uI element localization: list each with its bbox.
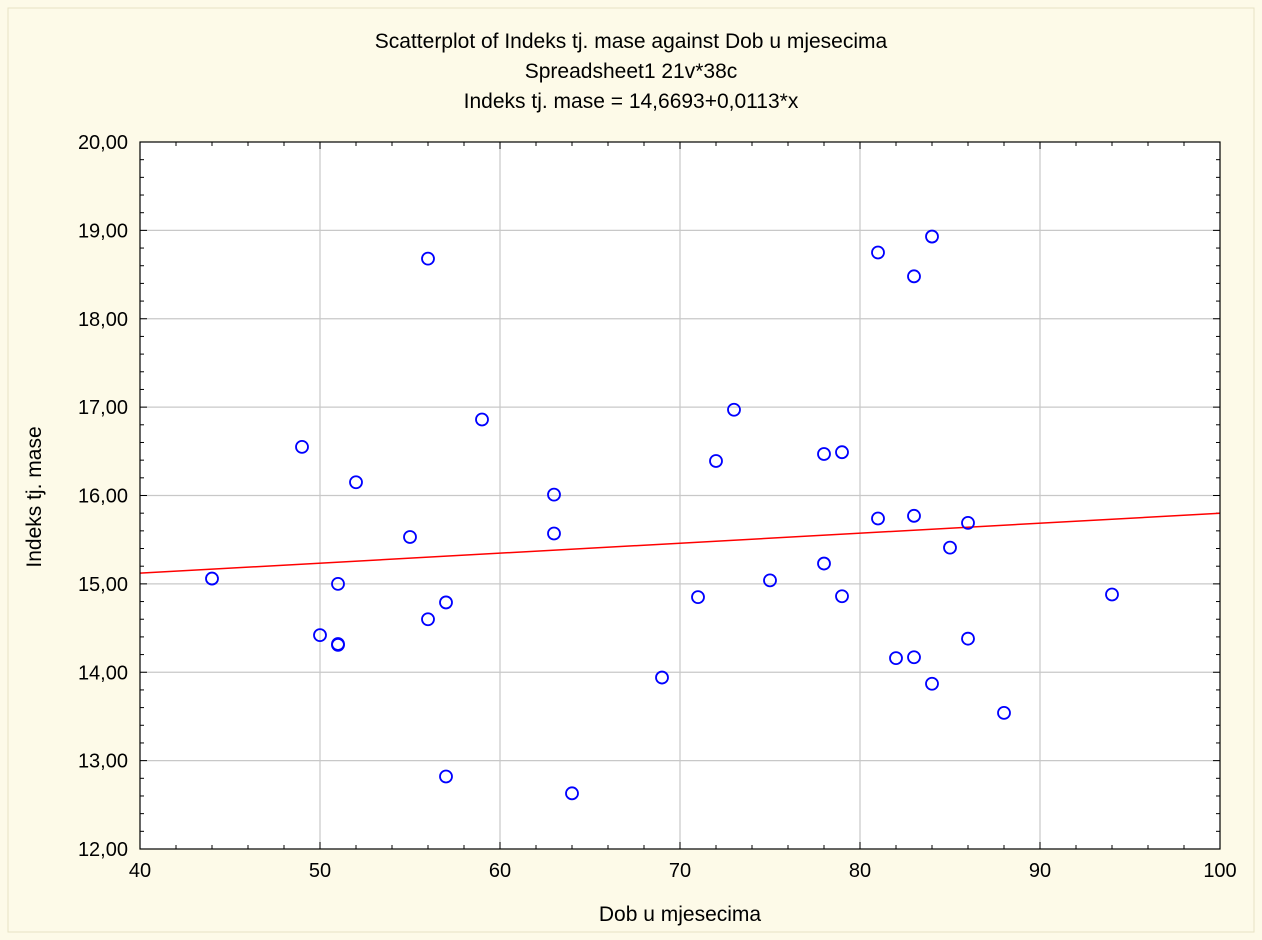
chart-title: Scatterplot of Indeks tj. mase against D… <box>375 30 888 53</box>
data-point <box>871 245 885 260</box>
chart-subtitle: Spreadsheet1 21v*38c <box>525 60 738 83</box>
data-point <box>907 508 921 523</box>
x-tick-label: 90 <box>1029 860 1051 882</box>
data-point <box>205 571 219 586</box>
y-tick-label: 15,00 <box>78 574 128 596</box>
data-point <box>997 706 1011 720</box>
data-point <box>439 769 453 784</box>
data-point <box>925 229 939 244</box>
data-point <box>295 439 309 454</box>
data-point <box>961 515 975 530</box>
data-point <box>439 595 453 610</box>
data-point <box>835 589 849 604</box>
data-point <box>1105 587 1119 602</box>
x-tick-label: 80 <box>849 860 871 882</box>
data-point <box>925 676 939 691</box>
data-point <box>907 650 921 665</box>
y-tick-label: 18,00 <box>78 309 128 331</box>
data-point <box>709 454 723 468</box>
data-point <box>331 576 345 591</box>
data-point <box>313 628 327 643</box>
regression-layer <box>140 512 1220 574</box>
y-tick-label: 19,00 <box>78 220 128 242</box>
y-tick-label: 13,00 <box>78 751 128 773</box>
data-point <box>403 530 417 544</box>
data-point <box>655 670 669 685</box>
data-point <box>871 511 885 526</box>
y-tick-label: 20,00 <box>78 132 128 154</box>
data-point <box>349 475 363 490</box>
x-tick-label: 70 <box>669 860 691 882</box>
data-point <box>817 556 831 571</box>
plot-border <box>139 141 1221 850</box>
data-point <box>421 612 435 627</box>
data-point <box>907 269 921 284</box>
y-tick-label: 14,00 <box>78 662 128 684</box>
regression-line <box>140 512 1220 574</box>
data-point <box>943 540 957 555</box>
data-point <box>691 590 705 605</box>
x-tick-label: 50 <box>309 860 331 882</box>
data-points <box>205 229 1119 801</box>
regression-equation: Indeks tj. mase = 14,6693+0,0113*x <box>464 90 799 113</box>
data-point <box>727 402 741 417</box>
data-point <box>763 573 777 588</box>
data-point <box>817 447 831 461</box>
y-tick-label: 16,00 <box>78 486 128 508</box>
data-point <box>475 412 489 427</box>
x-tick-label: 60 <box>489 860 511 882</box>
y-axis-label: Indeks tj. mase <box>23 426 46 567</box>
data-point <box>889 651 903 666</box>
data-point <box>547 526 561 541</box>
x-tick-label: 40 <box>129 860 151 882</box>
grid-lines <box>140 142 1220 849</box>
y-tick-label: 12,00 <box>78 839 128 861</box>
data-point <box>961 631 975 646</box>
tick-labels: 40 50 60 70 80 90 100 12,00 13,00 14,00 15,00 16,00… <box>78 132 1237 882</box>
axis-ticks <box>139 141 1221 850</box>
data-point <box>565 786 579 801</box>
x-tick-label: 100 <box>1203 860 1236 882</box>
data-point <box>835 445 849 460</box>
data-point <box>421 251 435 266</box>
y-tick-label: 17,00 <box>78 397 128 419</box>
data-point <box>331 637 345 651</box>
x-axis-label: Dob u mjesecima <box>599 903 762 926</box>
data-point <box>547 487 561 502</box>
